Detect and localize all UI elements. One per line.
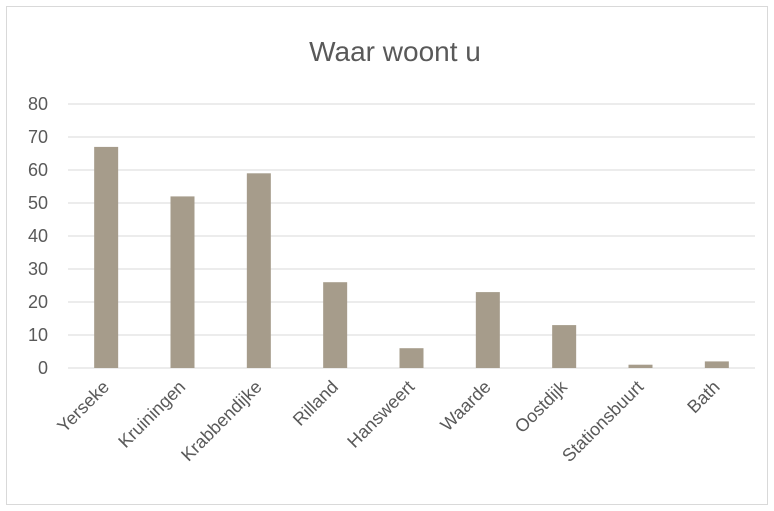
- bar-hansweert: [399, 348, 424, 368]
- y-tick-label: 30: [28, 259, 48, 279]
- y-tick-label: 10: [28, 325, 48, 345]
- x-tick-label: Stationsbuurt: [558, 377, 647, 466]
- chart-frame: [6, 6, 768, 505]
- x-tick-label: Waarde: [436, 377, 494, 435]
- x-tick-label: Oostdijk: [511, 376, 572, 437]
- y-tick-label: 40: [28, 226, 48, 246]
- y-tick-label: 80: [28, 94, 48, 114]
- x-tick-label: Rilland: [289, 377, 342, 430]
- bar-krabbendijke: [246, 173, 271, 368]
- y-tick-label: 60: [28, 160, 48, 180]
- bar-kruiningen: [170, 196, 195, 368]
- y-tick-label: 70: [28, 127, 48, 147]
- x-tick-label: Bath: [683, 377, 723, 417]
- x-tick-label: Krabbendijke: [177, 377, 265, 465]
- bar-oostdijk: [552, 325, 577, 368]
- bar-stationsbuurt: [628, 364, 653, 368]
- bar-bath: [704, 361, 729, 368]
- y-axis-ticks: 0 10 20 30 40 50 60 70 80: [28, 94, 48, 378]
- y-tick-label: 0: [38, 358, 48, 378]
- x-tick-label: Kruiningen: [114, 377, 189, 452]
- bars: [94, 146, 729, 368]
- x-tick-label: Yerseke: [53, 377, 113, 437]
- y-tick-label: 50: [28, 193, 48, 213]
- bar-yerseke: [94, 146, 119, 368]
- x-tick-label: Hansweert: [343, 377, 418, 452]
- chart-title: Waar woont u: [309, 36, 481, 67]
- bar-rilland: [323, 282, 348, 368]
- y-tick-label: 20: [28, 292, 48, 312]
- bar-waarde: [475, 292, 500, 368]
